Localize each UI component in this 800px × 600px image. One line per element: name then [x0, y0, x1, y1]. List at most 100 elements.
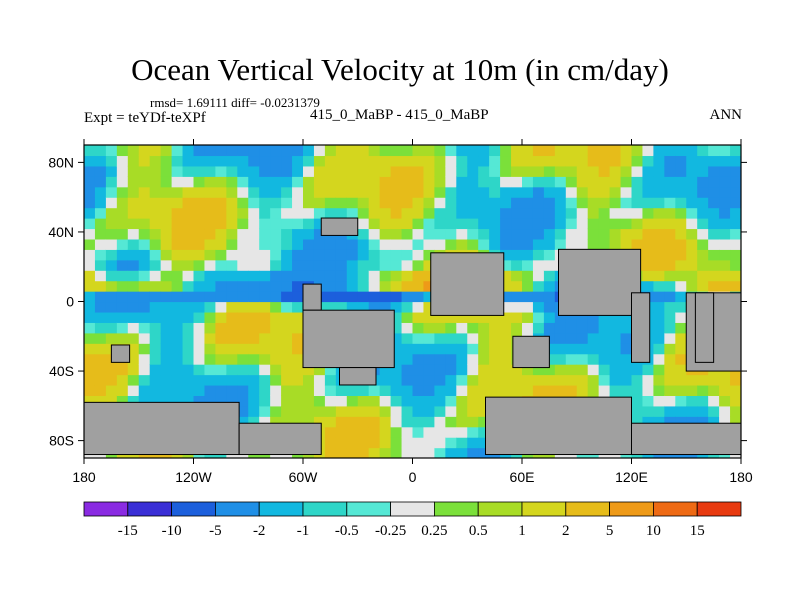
- contour-cell: [357, 259, 370, 271]
- contour-cell: [522, 207, 534, 219]
- contour-cell: [511, 176, 523, 188]
- contour-cell: [653, 145, 665, 157]
- contour-cell: [237, 165, 249, 177]
- contour-cell: [303, 395, 315, 407]
- contour-cell: [390, 343, 403, 355]
- contour-cell: [94, 332, 107, 344]
- contour-cell: [171, 186, 184, 198]
- contour-cell: [324, 301, 337, 313]
- contour-cell: [116, 311, 129, 323]
- contour-cell: [434, 186, 446, 198]
- contour-cell: [697, 374, 709, 386]
- contour-cell: [412, 145, 425, 157]
- contour-cell: [313, 176, 326, 188]
- contour-cell: [390, 416, 403, 428]
- contour-cell: [576, 332, 589, 344]
- contour-cell: [554, 322, 567, 334]
- contour-cell: [204, 364, 216, 376]
- contour-cell: [587, 207, 600, 219]
- contour-cell: [105, 207, 118, 219]
- contour-cell: [138, 228, 151, 240]
- contour-cell: [730, 197, 741, 209]
- contour-cell: [149, 270, 162, 282]
- contour-cell: [182, 176, 195, 188]
- contour-cell: [532, 145, 545, 157]
- contour-cell: [171, 228, 184, 240]
- contour-cell: [149, 353, 162, 365]
- contour-cell: [653, 364, 665, 376]
- contour-cell: [237, 249, 249, 261]
- contour-cell: [270, 218, 282, 230]
- contour-cell: [631, 405, 644, 417]
- contour-cell: [532, 238, 545, 250]
- colorbar-label: -10: [162, 523, 182, 539]
- contour-cell: [346, 176, 359, 188]
- contour-cell: [390, 280, 403, 292]
- contour-cell: [303, 364, 315, 376]
- contour-cell: [554, 145, 567, 157]
- contour-cell: [412, 384, 425, 396]
- contour-cell: [576, 322, 589, 334]
- contour-cell: [127, 301, 140, 313]
- contour-cell: [522, 322, 534, 334]
- contour-cell: [642, 207, 654, 219]
- contour-cell: [303, 155, 315, 167]
- contour-cell: [500, 301, 512, 313]
- contour-cell: [565, 207, 578, 219]
- contour-cell: [423, 176, 435, 188]
- contour-cell: [182, 374, 195, 386]
- contour-cell: [292, 176, 304, 188]
- x-tick-label: 120E: [615, 469, 648, 485]
- contour-cell: [270, 301, 282, 313]
- contour-cell: [226, 301, 238, 313]
- contour-cell: [281, 374, 293, 386]
- contour-cell: [193, 384, 206, 396]
- land-mask: [84, 217, 741, 456]
- colorbar-label: 0.5: [469, 523, 488, 539]
- contour-cell: [116, 332, 129, 344]
- contour-cell: [313, 218, 326, 230]
- contour-cell: [631, 165, 644, 177]
- contour-cell: [335, 426, 348, 438]
- y-tick-label: 80N: [48, 154, 74, 170]
- contour-cell: [511, 155, 523, 167]
- contour-cell: [346, 238, 359, 250]
- contour-cell: [313, 270, 326, 282]
- contour-cell: [642, 238, 654, 250]
- contour-cell: [84, 270, 96, 282]
- contour-cell: [379, 197, 392, 209]
- contour-cell: [708, 186, 720, 198]
- contour-cell: [270, 311, 282, 323]
- contour-cell: [226, 218, 238, 230]
- contour-cell: [149, 176, 162, 188]
- contour-cell: [303, 228, 315, 240]
- contour-cell: [401, 447, 414, 458]
- contour-cell: [686, 228, 698, 240]
- contour-cell: [368, 228, 381, 240]
- contour-cell: [171, 384, 184, 396]
- contour-cell: [522, 311, 534, 323]
- contour-cell: [522, 249, 534, 261]
- contour-cell: [303, 165, 315, 177]
- contour-cell: [642, 280, 654, 292]
- contour-cell: [664, 364, 676, 376]
- contour-cell: [379, 270, 392, 282]
- contour-cell: [390, 186, 403, 198]
- contour-cell: [423, 322, 435, 334]
- contour-cell: [423, 165, 435, 177]
- contour-cell: [292, 270, 304, 282]
- contour-cell: [94, 228, 107, 240]
- contour-cell: [532, 280, 545, 292]
- contour-cell: [565, 384, 578, 396]
- contour-cell: [281, 395, 293, 407]
- y-tick-label: 0: [66, 294, 74, 310]
- colorbar-box: [653, 501, 698, 517]
- contour-cell: [445, 332, 457, 344]
- contour-cell: [609, 374, 622, 386]
- contour-cell: [686, 155, 698, 167]
- contour-cell: [543, 155, 556, 167]
- contour-cell: [335, 301, 348, 313]
- contour-cell: [554, 384, 567, 396]
- contour-cell: [138, 197, 151, 209]
- contour-cell: [489, 155, 501, 167]
